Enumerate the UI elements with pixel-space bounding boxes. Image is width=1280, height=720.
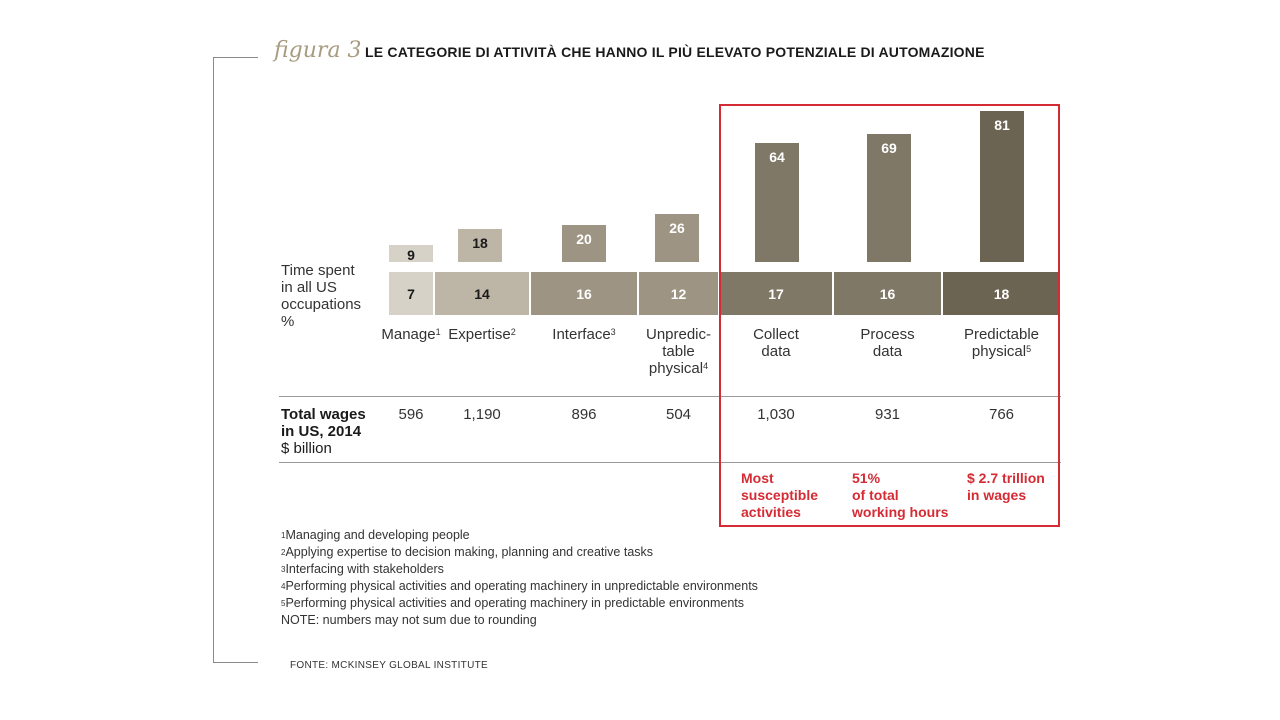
highlight-box: [719, 104, 1060, 527]
category-label: Manage1: [381, 326, 441, 343]
footnote: 1Managing and developing people: [281, 528, 470, 542]
category-label: Predictable physical5: [963, 326, 1040, 360]
chart-title: LE CATEGORIE DI ATTIVITÀ CHE HANNO IL PI…: [365, 44, 985, 60]
time-spent-segment: 14: [435, 272, 529, 315]
automation-potential-bar: 26: [655, 214, 699, 262]
source-credit: FONTE: MCKINSEY GLOBAL INSTITUTE: [290, 660, 488, 671]
automation-potential-bar: 81: [980, 111, 1024, 262]
total-wages-label-unit: $ billion: [281, 440, 332, 457]
total-wage-value: 504: [665, 406, 692, 423]
total-wage-value: 1,030: [757, 406, 795, 423]
automation-potential-bar: 64: [755, 143, 799, 262]
highlight-note-line: Most: [741, 470, 774, 486]
time-spent-segment: 16: [531, 272, 637, 315]
frame-line-top: [213, 57, 258, 58]
highlight-note: 51% of total working hours: [852, 470, 948, 521]
divider-line: [279, 462, 1061, 463]
footnotes: 1Managing and developing people 2Applyin…: [281, 527, 758, 629]
figure-label: figura 3: [274, 38, 362, 63]
time-spent-segment: 7: [389, 272, 433, 315]
highlight-note-line: $ 2.7 trillion: [967, 470, 1045, 486]
time-spent-label-line: in all US: [281, 279, 337, 296]
time-spent-label: Time spent in all US occupations %: [281, 262, 361, 330]
footnote-note: NOTE: numbers may not sum due to roundin…: [281, 613, 537, 627]
divider-line: [279, 396, 1061, 397]
automation-potential-bar: 18: [458, 229, 502, 262]
time-spent-label-line: Time spent: [281, 262, 355, 279]
highlight-note-line: activities: [741, 504, 801, 520]
automation-potential-bar: 69: [867, 134, 911, 262]
highlight-note-line: 51%: [852, 470, 881, 486]
total-wages-label-line: in US, 2014: [281, 423, 362, 440]
time-spent-segment: 16: [834, 272, 941, 315]
total-wage-value: 1,190: [463, 406, 501, 423]
category-label: Expertise2: [448, 326, 516, 343]
footnote: 2Applying expertise to decision making, …: [281, 545, 654, 559]
category-label: Process data: [860, 326, 915, 360]
time-spent-label-line: %: [281, 313, 295, 330]
total-wage-value: 766: [988, 406, 1015, 423]
footnote: 4Performing physical activities and oper…: [281, 579, 758, 593]
total-wage-value: 596: [398, 406, 424, 423]
category-label: Unpredic-table physical4: [645, 326, 712, 377]
highlight-note: Most susceptible activities: [741, 470, 818, 521]
footnote: 5Performing physical activities and oper…: [281, 596, 745, 610]
time-spent-label-line: occupations: [281, 296, 362, 313]
highlight-note: $ 2.7 trillion in wages: [967, 470, 1045, 504]
highlight-note-line: of total: [852, 487, 899, 503]
time-spent-segment: 17: [720, 272, 832, 315]
time-spent-segment: 18: [943, 272, 1060, 315]
frame-line-side: [213, 57, 214, 663]
total-wages-label: Total wages in US, 2014 $ billion: [281, 406, 366, 457]
automation-potential-bar: 9: [389, 245, 433, 263]
total-wage-value: 931: [874, 406, 901, 423]
frame-line-bottom: [213, 662, 258, 663]
highlight-note-line: in wages: [967, 487, 1027, 503]
footnote: 3Interfacing with stakeholders: [281, 562, 444, 576]
highlight-note-line: working hours: [852, 504, 949, 520]
total-wages-label-line: Total wages: [281, 406, 366, 423]
total-wage-value: 896: [571, 406, 597, 423]
category-label: Collect data: [753, 326, 799, 360]
time-spent-segment: 12: [639, 272, 718, 315]
highlight-note-line: susceptible: [741, 487, 819, 503]
automation-potential-bar: 20: [562, 225, 606, 262]
category-label: Interface3: [552, 326, 616, 343]
